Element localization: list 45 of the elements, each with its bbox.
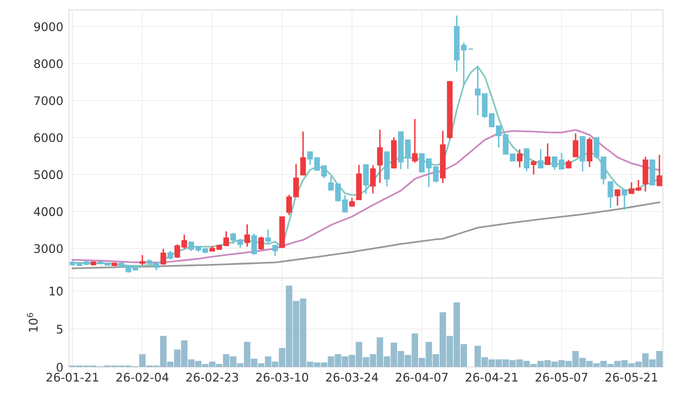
- candlestick: [642, 156, 648, 192]
- candlestick: [265, 228, 271, 244]
- x-tick-label: 26-01-21: [46, 372, 98, 382]
- y-tick-label: 8000: [34, 59, 63, 68]
- y-tick-label: 10: [50, 286, 63, 296]
- y-tick-label: 9000: [34, 22, 63, 32]
- x-tick-label: 26-05-21: [606, 372, 658, 382]
- y-tick-label: 6000: [34, 133, 63, 142]
- y-tick-label: 4000: [34, 207, 63, 216]
- candlestick: [370, 164, 376, 194]
- candlestick: [244, 224, 250, 248]
- candlestick: [572, 132, 578, 158]
- x-tick-label: 26-02-23: [186, 372, 238, 382]
- y-tick-label: 5000: [34, 170, 63, 180]
- candlestick: [516, 148, 522, 168]
- candlestick: [586, 136, 592, 168]
- y-tick-label: 0: [56, 362, 63, 372]
- candlestick: [251, 232, 257, 256]
- x-tick-label: 26-02-04: [116, 372, 168, 382]
- y-tick-label: 5: [56, 324, 62, 334]
- candlestick: [300, 130, 306, 176]
- candlestick: [377, 129, 383, 184]
- candlestick: [656, 154, 662, 187]
- y-axis-title: 10$^{6}$: [26, 313, 38, 332]
- x-tick-label: 26-03-10: [256, 372, 308, 382]
- x-tick-label: 26-04-07: [396, 372, 448, 382]
- candlestick: [524, 148, 530, 172]
- x-tick-label: 26-05-07: [536, 372, 588, 382]
- candlestick: [530, 159, 536, 176]
- candlestick: [608, 181, 614, 209]
- line-series: [72, 202, 660, 270]
- candlestick: [622, 189, 628, 210]
- candlestick: [160, 248, 166, 266]
- candlestick: [140, 254, 146, 266]
- y-tick-label: 3000: [34, 244, 63, 254]
- y-tick-label: 7000: [34, 96, 63, 106]
- candlestick: [544, 142, 550, 166]
- x-tick-label: 26-04-21: [466, 372, 518, 382]
- candlestick: [258, 236, 264, 251]
- candlestick: [272, 244, 278, 256]
- x-tick-label: 26-03-24: [326, 372, 378, 382]
- candlestick: [538, 148, 544, 168]
- candlestick: [412, 118, 418, 164]
- candlestick: [614, 188, 620, 206]
- candlestick: [363, 164, 369, 195]
